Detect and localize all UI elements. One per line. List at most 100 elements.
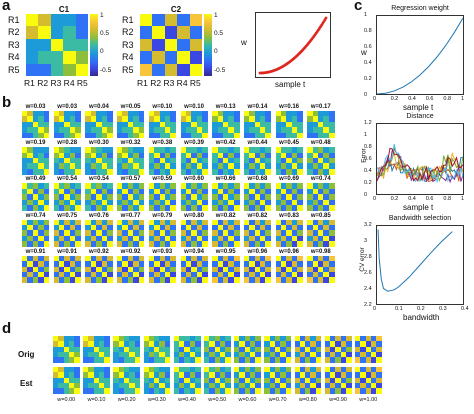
tile-cell: [90, 271, 97, 278]
tile-cell: [260, 147, 266, 153]
tile-cell: [93, 367, 100, 373]
tile-cell: [90, 121, 97, 128]
tile-cell: [27, 116, 34, 123]
tile-cell: [307, 147, 314, 153]
tile-cell: [22, 132, 28, 139]
tile-cell: [328, 188, 335, 195]
tile-cell: [269, 351, 276, 358]
tile-cell: [202, 230, 208, 237]
distance-xtick: 0.2: [390, 196, 399, 202]
tile-cell: [228, 255, 235, 262]
tile-cell: [85, 255, 92, 262]
tile-cell: [53, 367, 59, 373]
tile-cell: [32, 168, 39, 175]
tile-cell: [312, 147, 319, 153]
tile-cell: [59, 168, 65, 175]
tile-cell: [294, 341, 301, 347]
tile-cell: [22, 183, 28, 190]
c1-cell: [26, 26, 39, 40]
tile-cell: [43, 111, 50, 117]
tile-cell: [64, 157, 71, 164]
tile-cell: [291, 188, 298, 195]
tile-cell: [318, 127, 324, 133]
matrix-tile: [243, 111, 272, 139]
tile-cell: [32, 188, 39, 195]
tile-cell: [345, 367, 352, 373]
tile-cell: [264, 357, 271, 363]
tile-cell: [265, 127, 272, 133]
tile-cell: [291, 157, 298, 164]
tile-cell: [99, 346, 105, 353]
w-label: w=0.10: [184, 104, 204, 110]
tile-cell: [280, 183, 287, 190]
tile-cell: [38, 241, 44, 247]
tile-cell: [254, 255, 261, 262]
tile-cell: [164, 224, 171, 231]
tile-cell: [376, 377, 382, 384]
tile-cell: [123, 388, 130, 394]
tile-cell: [191, 235, 198, 242]
tile-cell: [27, 183, 34, 190]
c1-cell: [50, 51, 64, 64]
tile-cell: [217, 121, 224, 128]
colorbar-tick: 1: [214, 12, 218, 19]
tile-cell: [93, 346, 100, 353]
tile-cell: [64, 152, 71, 159]
c1-cell: [38, 63, 52, 77]
tile-cell: [154, 163, 160, 170]
tile-cell: [170, 224, 177, 231]
tile-cell: [370, 336, 377, 342]
row-label: R5: [122, 64, 134, 75]
tile-cell: [222, 219, 229, 226]
tile-cell: [164, 341, 171, 347]
tile-cell: [164, 346, 171, 353]
tile-cell: [96, 219, 102, 226]
tile-cell: [323, 152, 330, 159]
tile-cell: [323, 204, 330, 211]
tile-cell: [58, 377, 64, 384]
tile-cell: [360, 372, 366, 378]
tile-cell: [275, 204, 282, 211]
tile-cell: [122, 255, 129, 262]
tile-cell: [22, 255, 28, 262]
tile-cell: [75, 204, 82, 211]
tile-cell: [312, 235, 319, 242]
tile-cell: [307, 230, 314, 237]
tile-cell: [185, 241, 192, 247]
tile-cell: [133, 152, 140, 159]
tile-cell: [355, 341, 361, 347]
tile-cell: [93, 377, 100, 384]
tile-cell: [196, 188, 203, 195]
tile-cell: [127, 168, 134, 175]
tile-cell: [83, 377, 89, 384]
tile-cell: [106, 230, 113, 237]
matrix-tile: [243, 219, 272, 247]
tile-cell: [222, 188, 229, 195]
tile-cell: [88, 357, 95, 363]
tile-cell: [101, 266, 108, 273]
tile-cell: [280, 116, 287, 123]
tile-cell: [299, 357, 306, 363]
tile-cell: [106, 219, 113, 226]
tile-cell: [254, 241, 261, 247]
tile-cell: [101, 168, 108, 175]
tile-cell: [194, 336, 201, 342]
tile-cell: [164, 127, 171, 133]
matrix-tile: [53, 255, 82, 284]
tile-cell: [249, 224, 256, 231]
tile-cell: [22, 111, 28, 117]
distance-xtick: 1: [461, 196, 465, 202]
tile-cell: [297, 121, 303, 128]
tile-cell: [101, 194, 108, 200]
w-label: w=0.38: [152, 140, 173, 147]
tile-cell: [269, 336, 276, 342]
tile-cell: [307, 224, 314, 231]
tile-cell: [214, 388, 221, 394]
tile-cell: [173, 341, 180, 347]
tile-cell: [22, 271, 28, 278]
tile-cell: [104, 346, 111, 353]
sample-plot-xlabel: sample t: [275, 80, 306, 89]
tile-cell: [202, 194, 208, 200]
tile-cell: [159, 116, 166, 123]
tile-cell: [22, 224, 28, 231]
